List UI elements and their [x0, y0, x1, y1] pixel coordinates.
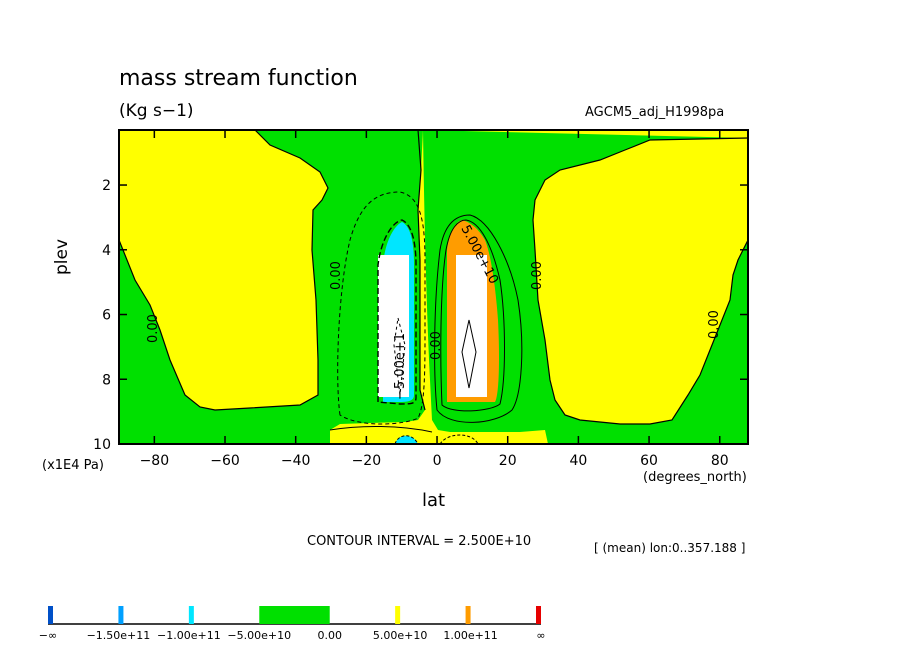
colorbar-swatch: [536, 606, 541, 624]
x-tick-label: −40: [281, 453, 311, 469]
plot-frame: [118, 129, 749, 445]
colorbar-label: 5.00e+10: [373, 629, 427, 642]
x-tick-label: −20: [352, 453, 382, 469]
x-tick-label: −80: [140, 453, 170, 469]
colorbar-label: −1.50e+11: [87, 629, 151, 642]
colorbar-label: ∞: [536, 629, 545, 642]
contour-line-zero-west: [119, 130, 329, 411]
colorbar-label: −1.00e+11: [157, 629, 221, 642]
contour-line-zero-east: [532, 137, 748, 425]
y-tick-label: 4: [102, 243, 111, 259]
colorbar-label: 1.00e+11: [443, 629, 497, 642]
contour-line-surface-2: [439, 434, 479, 444]
x-tick-label: −60: [210, 453, 240, 469]
colorbar-swatch: [465, 606, 471, 624]
contour-label-5: 0.00: [707, 310, 722, 339]
contour-label-1: 0.00: [329, 261, 344, 290]
x-tick-label: 40: [569, 453, 587, 469]
contour-interval: CONTOUR INTERVAL = 2.500E+10: [307, 534, 532, 549]
y-axis-units: (x1E4 Pa): [42, 458, 104, 473]
contour-label-6: −5.00e+1: [393, 333, 408, 400]
colorbar-swatch: [188, 606, 194, 624]
y-tick-label: 8: [102, 372, 111, 388]
contour-line-south-dashed-outer: [337, 191, 426, 425]
contour-label-3: 0.00: [429, 331, 444, 360]
contour-line-north-inner: [440, 219, 505, 412]
x-axis-units: (degrees_north): [643, 470, 747, 485]
contour-line-north-max: [461, 319, 477, 389]
colorbar-swatch: [395, 606, 401, 624]
x-tick-label: 0: [433, 453, 442, 469]
dataset-name: AGCM5_adj_H1998pa: [585, 105, 725, 120]
x-tick-label: 20: [499, 453, 517, 469]
x-tick-label: 60: [640, 453, 658, 469]
colorbar-label: −5.00e+10: [227, 629, 291, 642]
contour-line-south-min: [393, 317, 406, 396]
y-tick-label: 10: [93, 437, 111, 453]
y-tick-label: 6: [102, 308, 111, 324]
x-tick-label: 80: [711, 453, 729, 469]
contour-line-zero-south: [417, 130, 426, 411]
chart-title: mass stream function: [119, 66, 358, 91]
averaging-note: [ (mean) lon:0..357.188 ]: [594, 541, 746, 555]
chart-units: (Kg s−1): [119, 101, 194, 121]
colorbar-label: 0.00: [317, 629, 342, 642]
x-axis-label: lat: [422, 490, 446, 511]
contour-line-south-dashed-inner: [377, 219, 417, 405]
contour-label-2: 0.00: [146, 314, 161, 343]
y-tick-label: 2: [102, 178, 111, 194]
colorbar-swatch: [259, 606, 330, 624]
region-left-yellow: [119, 130, 328, 410]
contour-line-surface-3: [329, 425, 433, 433]
contour-line-north-outer: [434, 214, 523, 423]
colorbar-swatch: [48, 606, 53, 624]
contour-label-4: 0.00: [530, 261, 545, 290]
region-south-core-white: [378, 255, 409, 397]
colorbar-label: −∞: [39, 629, 57, 642]
colorbar-swatch: [118, 606, 124, 624]
